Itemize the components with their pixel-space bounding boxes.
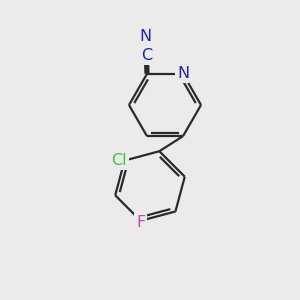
Text: N: N xyxy=(177,66,189,81)
Text: F: F xyxy=(136,215,145,230)
Text: C: C xyxy=(141,48,152,63)
Text: Cl: Cl xyxy=(111,153,127,168)
Text: N: N xyxy=(140,29,152,44)
